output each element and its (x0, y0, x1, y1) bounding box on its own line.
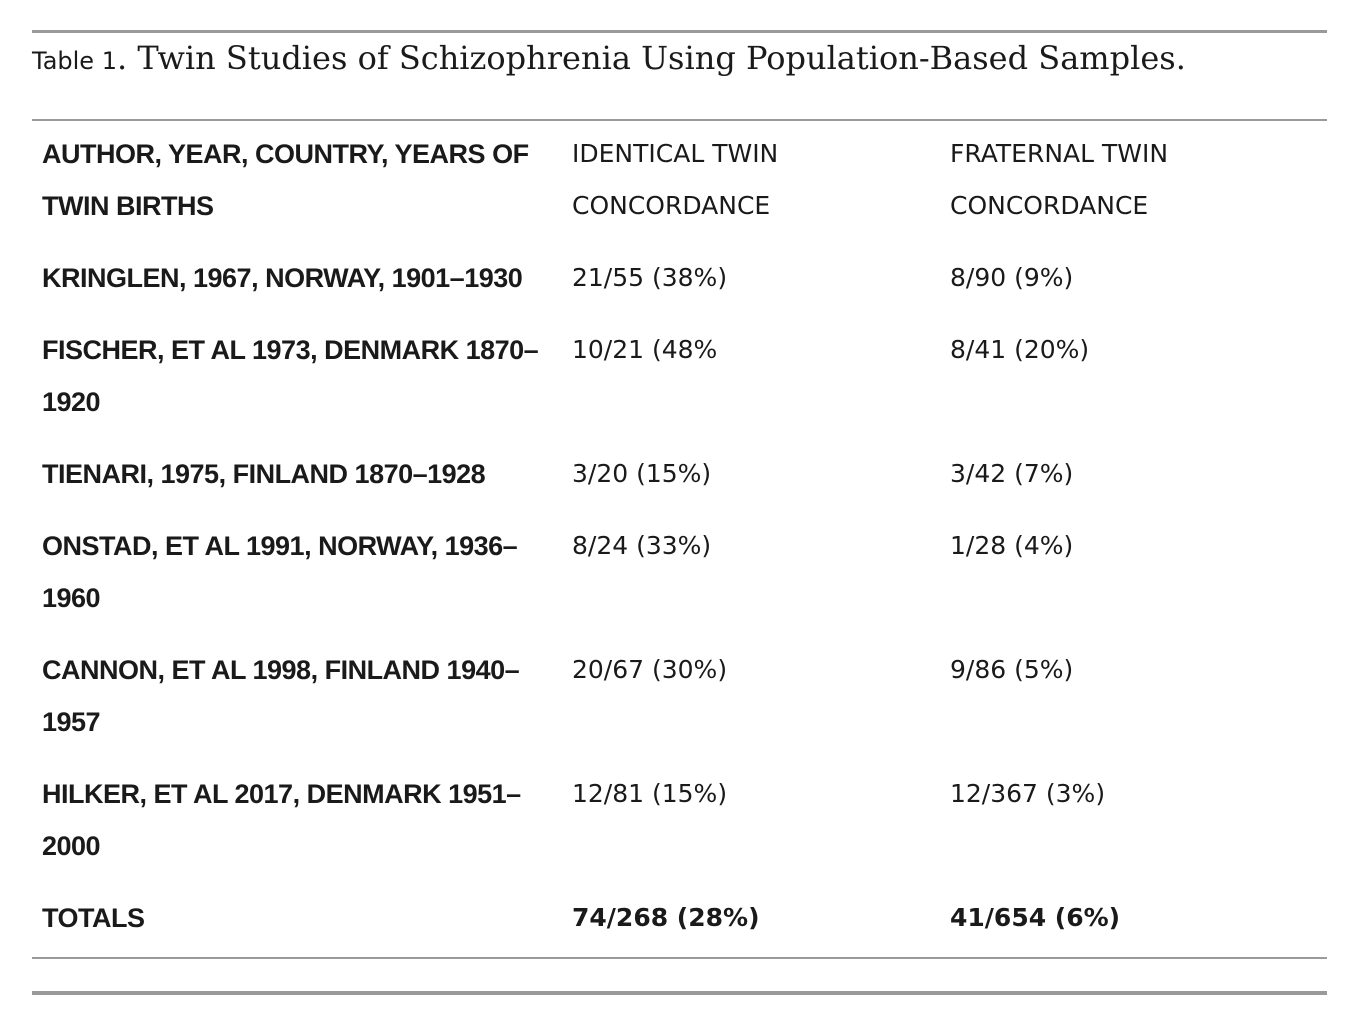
totals-row: TOTALS 74/268 (28%) 41/654 (6%) (32, 892, 1327, 964)
table-caption: Table 1. Twin Studies of Schizophrenia U… (32, 38, 1327, 78)
table-row: TIENARI, 1975, FINLAND 1870–1928 3/20 (1… (32, 448, 1327, 520)
table-row: CANNON, ET AL 1998, FINLAND 1940–1957 20… (32, 644, 1327, 768)
study-cell: FISCHER, ET AL 1973, DENMARK 1870–1920 (42, 335, 539, 417)
totals-label: TOTALS (42, 903, 145, 933)
table-row: ONSTAD, ET AL 1991, NORWAY, 1936–1960 8/… (32, 520, 1327, 644)
fraternal-cell: 3/42 (7%) (950, 459, 1074, 488)
caption-label: Table 1 (32, 47, 117, 75)
totals-identical: 74/268 (28%) (572, 903, 760, 932)
table-bottom-rule (32, 957, 1327, 959)
study-cell: KRINGLEN, 1967, NORWAY, 1901–1930 (42, 263, 523, 293)
identical-cell: 8/24 (33%) (572, 531, 712, 560)
table-foot-rule (32, 991, 1327, 995)
identical-cell: 12/81 (15%) (572, 779, 728, 808)
table-row: HILKER, ET AL 2017, DENMARK 1951–2000 12… (32, 768, 1327, 892)
table-row: FISCHER, ET AL 1973, DENMARK 1870–1920 1… (32, 324, 1327, 448)
identical-cell: 3/20 (15%) (572, 459, 712, 488)
table-header-rule (32, 119, 1327, 121)
fraternal-cell: 9/86 (5%) (950, 655, 1074, 684)
study-cell: HILKER, ET AL 2017, DENMARK 1951–2000 (42, 779, 521, 861)
twin-studies-table: AUTHOR, YEAR, COUNTRY, YEARS OF TWIN BIR… (32, 128, 1327, 964)
identical-cell: 10/21 (48% (572, 335, 718, 364)
identical-cell: 20/67 (30%) (572, 655, 728, 684)
header-author: AUTHOR, YEAR, COUNTRY, YEARS OF TWIN BIR… (42, 139, 529, 221)
fraternal-cell: 8/90 (9%) (950, 263, 1074, 292)
identical-cell: 21/55 (38%) (572, 263, 728, 292)
header-identical: IDENTICAL TWIN CONCORDANCE (572, 139, 779, 220)
totals-fraternal: 41/654 (6%) (950, 903, 1121, 932)
fraternal-cell: 8/41 (20%) (950, 335, 1090, 364)
caption-top-rule (32, 30, 1327, 33)
study-cell: CANNON, ET AL 1998, FINLAND 1940–1957 (42, 655, 520, 737)
fraternal-cell: 12/367 (3%) (950, 779, 1106, 808)
header-fraternal: FRATERNAL TWIN CONCORDANCE (950, 139, 1169, 220)
fraternal-cell: 1/28 (4%) (950, 531, 1074, 560)
study-cell: TIENARI, 1975, FINLAND 1870–1928 (42, 459, 486, 489)
table-header-row: AUTHOR, YEAR, COUNTRY, YEARS OF TWIN BIR… (32, 128, 1327, 252)
study-cell: ONSTAD, ET AL 1991, NORWAY, 1936–1960 (42, 531, 518, 613)
caption-title: . Twin Studies of Schizophrenia Using Po… (116, 39, 1186, 77)
table-row: KRINGLEN, 1967, NORWAY, 1901–1930 21/55 … (32, 252, 1327, 324)
